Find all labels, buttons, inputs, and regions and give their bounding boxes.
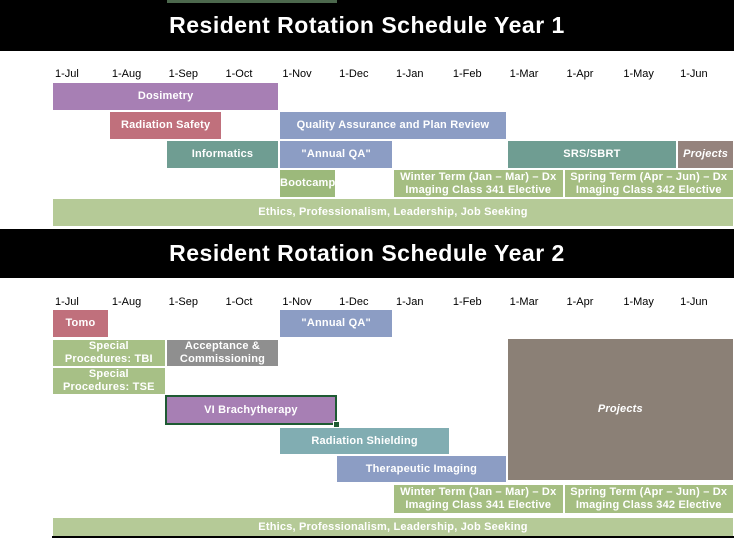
- task-label-line: Spring Term (Apr – Jun) – Dx: [570, 170, 728, 183]
- axis-label-1-sep: 1-Sep: [168, 296, 199, 308]
- task-bar-srs-sbrt[interactable]: SRS/SBRT: [507, 141, 677, 168]
- task-bar-informatics[interactable]: Informatics: [166, 141, 279, 168]
- axis-label-1-dec: 1-Dec: [339, 296, 369, 308]
- task-label-line: Procedures: TBI: [64, 353, 153, 365]
- axis-label-1-sep: 1-Sep: [168, 68, 199, 80]
- task-bar-radiation-shielding[interactable]: Radiation Shielding: [280, 428, 449, 454]
- axis-label-1-mar: 1-Mar: [509, 296, 539, 308]
- year1-title-bar: Resident Rotation Schedule Year 1: [0, 0, 734, 51]
- axis-label-1-oct: 1-Oct: [225, 296, 253, 308]
- task-bar-dosimetry[interactable]: Dosimetry: [53, 83, 279, 110]
- task-label-line: Acceptance &: [184, 340, 261, 352]
- axis-label-1-nov: 1-Nov: [282, 68, 312, 80]
- task-bar-projects-y2[interactable]: Projects: [507, 339, 733, 480]
- axis-label-1-oct: 1-Oct: [225, 68, 253, 80]
- axis-label-1-nov: 1-Nov: [282, 296, 312, 308]
- task-label-line: Imaging Class 342 Elective: [575, 183, 722, 196]
- task-bar-special-procedures-tbi[interactable]: Special Procedures: TBI: [53, 340, 165, 366]
- task-bar-ethics-y2[interactable]: Ethics, Professionalism, Leadership, Job…: [53, 518, 733, 537]
- axis-label-1-aug: 1-Aug: [111, 296, 142, 308]
- task-label-line: Imaging Class 341 Elective: [405, 499, 552, 511]
- axis-label-1-apr: 1-Apr: [566, 68, 594, 80]
- task-bar-tomo[interactable]: Tomo: [53, 310, 108, 337]
- task-bar-qa-plan-review[interactable]: Quality Assurance and Plan Review: [280, 112, 506, 139]
- task-bar-winter-term-y1[interactable]: Winter Term (Jan – Mar) – Dx Imaging Clas…: [394, 170, 563, 197]
- task-bar-projects-y1[interactable]: Projects: [678, 141, 733, 168]
- task-bar-spring-term-y1[interactable]: Spring Term (Apr – Jun) – Dx Imaging Clas…: [564, 170, 733, 197]
- task-label-line: Procedures: TSE: [63, 381, 155, 393]
- axis-label-1-jun: 1-Jun: [680, 296, 708, 308]
- task-bar-winter-term-y2[interactable]: Winter Term (Jan – Mar) – Dx Imaging Clas…: [394, 485, 563, 513]
- bottom-edge-strip: [52, 536, 734, 538]
- task-bar-special-procedures-tse[interactable]: Special Procedures: TSE: [53, 368, 165, 394]
- year2-title-bar: Resident Rotation Schedule Year 2: [0, 229, 734, 278]
- selection-handle[interactable]: [333, 421, 341, 428]
- task-bar-vi-brachytherapy[interactable]: VI Brachytherapy: [164, 395, 341, 428]
- task-bar-annual-qa-y1[interactable]: "Annual QA": [280, 141, 392, 168]
- task-label-line: Special: [88, 340, 129, 352]
- axis-label-1-may: 1-May: [623, 68, 654, 80]
- task-bar-acceptance-commissioning[interactable]: Acceptance & Commissioning: [166, 340, 279, 366]
- task-label-line: Special: [88, 368, 129, 380]
- task-bar-therapeutic-imaging[interactable]: Therapeutic Imaging: [337, 456, 506, 482]
- top-edge-artifact: [167, 0, 337, 3]
- task-bar-radiation-safety[interactable]: Radiation Safety: [109, 112, 222, 139]
- axis-label-1-may: 1-May: [623, 296, 654, 308]
- task-label-line: Imaging Class 341 Elective: [405, 183, 552, 196]
- task-label-line: Spring Term (Apr – Jun) – Dx: [570, 486, 728, 498]
- axis-label-1-aug: 1-Aug: [111, 68, 142, 80]
- year1-title: Resident Rotation Schedule Year 1: [169, 12, 565, 38]
- year2-title: Resident Rotation Schedule Year 2: [169, 240, 565, 266]
- task-bar-annual-qa-y2[interactable]: "Annual QA": [280, 310, 392, 337]
- axis-label-1-jun: 1-Jun: [680, 68, 708, 80]
- task-bar-ethics-y1[interactable]: Ethics, Professionalism, Leadership, Job…: [53, 199, 733, 226]
- axis-label-1-jan: 1-Jan: [396, 68, 424, 80]
- axis-label-1-jan: 1-Jan: [396, 296, 424, 308]
- axis-label-1-dec: 1-Dec: [339, 68, 369, 80]
- task-bar-bootcamp[interactable]: Bootcamp: [280, 170, 335, 197]
- task-label-line: Winter Term (Jan – Mar) – Dx: [400, 170, 557, 183]
- task-label-line: Winter Term (Jan – Mar) – Dx: [400, 486, 557, 498]
- axis-label-1-jul: 1-Jul: [55, 296, 79, 308]
- task-bar-spring-term-y2[interactable]: Spring Term (Apr – Jun) – Dx Imaging Clas…: [564, 485, 733, 513]
- axis-label-1-mar: 1-Mar: [509, 68, 539, 80]
- axis-label-1-feb: 1-Feb: [452, 296, 482, 308]
- axis-label-1-apr: 1-Apr: [566, 296, 594, 308]
- task-label-line: Imaging Class 342 Elective: [575, 499, 722, 511]
- axis-label-1-jul: 1-Jul: [55, 68, 79, 80]
- task-label-line: Commissioning: [179, 353, 266, 365]
- axis-label-1-feb: 1-Feb: [452, 68, 482, 80]
